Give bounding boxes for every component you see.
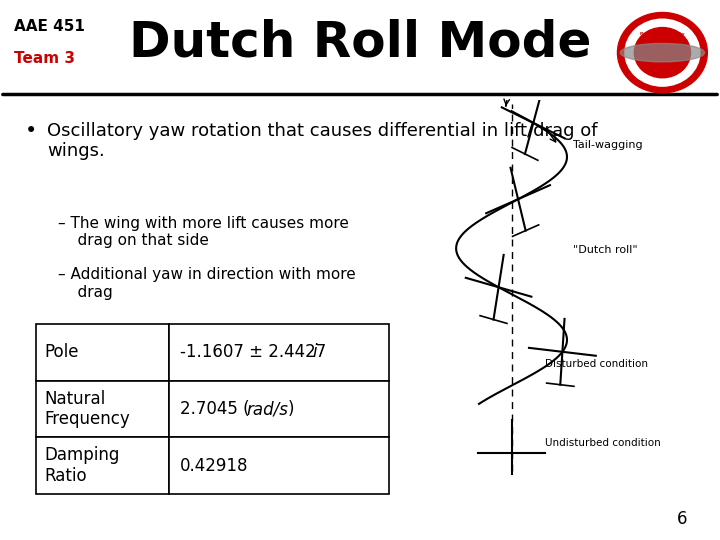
Text: Purdue University: Purdue University — [640, 32, 685, 36]
Bar — [169, 324, 389, 381]
Text: Tail-wagging: Tail-wagging — [572, 140, 642, 150]
Text: 2.7045 (: 2.7045 ( — [180, 400, 250, 418]
Text: – The wing with more lift causes more
    drag on that side: – The wing with more lift causes more dr… — [58, 216, 348, 248]
Bar — [169, 437, 389, 494]
Text: 0.42918: 0.42918 — [180, 457, 248, 475]
Circle shape — [618, 12, 707, 93]
Text: Disturbed condition: Disturbed condition — [545, 360, 648, 369]
Ellipse shape — [621, 43, 705, 62]
Text: -1.1607 ± 2.4427: -1.1607 ± 2.4427 — [180, 343, 326, 361]
Bar — [36, 324, 169, 381]
Text: Oscillatory yaw rotation that causes differential in lift/drag of
wings.: Oscillatory yaw rotation that causes dif… — [47, 122, 598, 160]
Text: ): ) — [288, 400, 294, 418]
Text: Aeronautics: Aeronautics — [650, 72, 675, 76]
Text: Team 3: Team 3 — [14, 51, 76, 66]
Text: "Dutch roll": "Dutch roll" — [572, 245, 637, 255]
Text: AAE 451: AAE 451 — [14, 19, 85, 34]
Text: Natural
Frequency: Natural Frequency — [45, 390, 130, 428]
Bar — [36, 381, 169, 437]
Text: Pole: Pole — [45, 343, 79, 361]
Bar — [36, 437, 169, 494]
Text: 6: 6 — [677, 510, 688, 528]
Circle shape — [634, 28, 690, 78]
Text: •: • — [25, 122, 37, 141]
Circle shape — [625, 19, 700, 86]
Text: Dutch Roll Mode: Dutch Roll Mode — [129, 19, 591, 67]
Text: rad/s: rad/s — [246, 400, 288, 418]
Text: i: i — [312, 343, 317, 361]
Text: – Additional yaw in direction with more
    drag: – Additional yaw in direction with more … — [58, 267, 356, 300]
Bar — [169, 381, 389, 437]
Text: Damping
Ratio: Damping Ratio — [45, 447, 120, 485]
Text: Undisturbed condition: Undisturbed condition — [545, 438, 660, 448]
